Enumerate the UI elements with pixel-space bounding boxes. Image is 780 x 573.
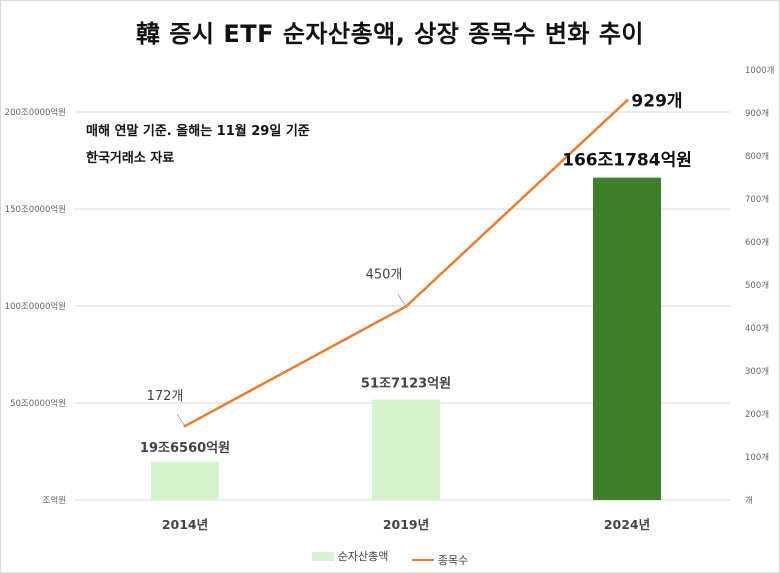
right-axis-tick-label: 500개 (745, 280, 769, 291)
legend-label-listings: 종목수 (437, 553, 469, 567)
right-axis-tick-label: 700개 (745, 194, 769, 205)
leader-line (397, 294, 407, 307)
category-label-0: 2014년 (162, 517, 208, 532)
right-axis-tick-label: 900개 (745, 108, 769, 119)
category-label-2: 2024년 (604, 517, 650, 532)
legend-swatch-bar (311, 551, 334, 561)
chart-title: 韓 증시 ETF 순자산총액, 상장 종목수 변화 추이 (135, 20, 645, 48)
category-label-1: 2019년 (383, 517, 429, 532)
data-labels: 19조6560억원 51조7123억원 166조1784억원 172개 450개 929개 (140, 92, 692, 456)
left-axis-tick-label: 200조0000억원 (5, 107, 66, 118)
bar-data-label-0: 19조6560억원 (140, 441, 230, 456)
chart-note-basis: 매해 연말 기준. 올해는 11월 29일 기준 (86, 124, 310, 139)
legend-swatch-line (411, 558, 434, 561)
bar-series-net-assets (151, 177, 661, 501)
left-axis-tick-label: 100조0000억원 (5, 301, 66, 312)
bar-data-label-2: 166조1784억원 (562, 151, 692, 171)
right-axis-tick-label: 600개 (745, 237, 769, 248)
legend-item-listings: 종목수 (411, 552, 469, 568)
left-axis-tick-label: 조억원 (43, 495, 66, 506)
right-axis-tick-label: 1000개 (745, 65, 774, 76)
line-point-listings-2 (625, 99, 629, 103)
bar-net-assets-1 (372, 399, 440, 500)
right-axis-tick-label: 300개 (745, 366, 769, 377)
line-data-label-1: 450개 (366, 268, 403, 283)
right-axis-tick-label: 개 (745, 495, 753, 506)
legend-item-net-assets: 순자산총액 (311, 548, 389, 564)
right-axis-tick-labels: 개 100개 200개 300개 400개 500개 600개 700개 800개 900개 100… (745, 65, 774, 506)
category-axis-labels: 2014년 2019년 2024년 (162, 517, 650, 532)
line-data-label-2: 929개 (631, 92, 682, 112)
left-axis-tick-label: 50조0000억원 (10, 398, 66, 409)
chart-legend: 순자산총액 종목수 (0, 548, 780, 568)
legend-label-net-assets: 순자산총액 (337, 550, 389, 563)
left-axis-tick-labels: 조억원 50조0000억원 100조0000억원 150조0000억원 200조0000… (5, 107, 66, 506)
right-axis-tick-label: 100개 (745, 452, 769, 463)
bar-data-label-1: 51조7123억원 (361, 377, 451, 392)
bar-net-assets-0 (151, 461, 219, 500)
right-axis-tick-label: 800개 (745, 151, 769, 162)
right-axis-tick-label: 400개 (745, 323, 769, 334)
chart-note-source: 한국거래소 자료 (86, 151, 175, 166)
bar-net-assets-2 (593, 177, 661, 501)
leader-line (176, 413, 186, 427)
left-axis-tick-label: 150조0000억원 (5, 204, 66, 215)
line-data-label-0: 172개 (147, 389, 184, 404)
right-axis-tick-label: 200개 (745, 409, 769, 420)
